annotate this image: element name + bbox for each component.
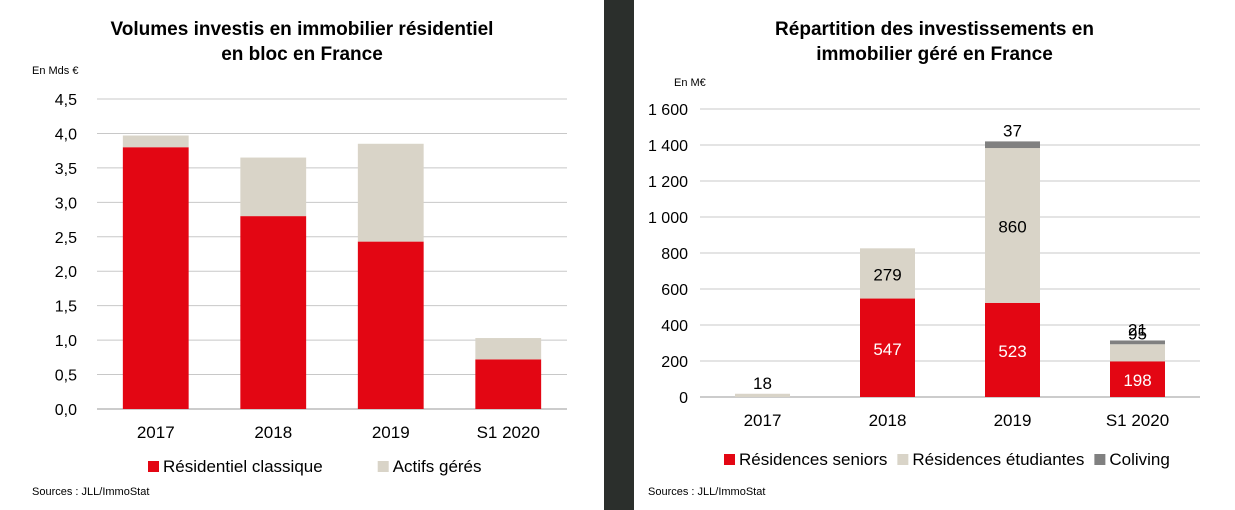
bar-segment [122,135,189,148]
bar-segment [860,298,915,397]
data-label: 279 [873,265,901,284]
y-tick-label: 3,5 [55,161,77,178]
y-tick-label: 1,0 [55,333,77,350]
bar-segment [475,338,542,360]
bar-segment [240,157,307,217]
y-tick-label: 2,5 [55,230,77,247]
x-tick-label: S1 2020 [1106,411,1169,430]
bar-segment [1110,344,1165,362]
y-tick-label: 200 [661,354,688,371]
y-tick-label: 1 000 [648,210,688,227]
y-unit-label: En M€ [674,77,706,89]
x-tick-label: 2019 [372,423,410,442]
bar-segment [357,143,424,242]
x-tick-label: S1 2020 [477,423,540,442]
y-tick-label: 0 [679,390,688,407]
y-tick-label: 600 [661,282,688,299]
y-tick-label: 4,5 [55,92,77,109]
chart-panel-repartition: Répartition des investissements en immob… [634,0,1235,510]
y-tick-label: 2,0 [55,264,77,281]
data-label: 18 [753,374,772,393]
chart-repartition: 0 200 400 600 800 1 000 1 200 1 400 1 600 18 2017 5… [648,102,1200,469]
chart-title: Volumes investis en immobilier résidenti… [110,19,494,65]
bar-segment [985,141,1040,149]
data-label: 547 [873,340,901,359]
x-tick-label: 2017 [744,411,782,430]
bar-segment [1110,340,1165,345]
bar-segment [985,148,1040,303]
data-label: 198 [1123,371,1151,390]
data-label: 860 [998,217,1026,236]
y-unit-label: En Mds € [32,65,79,77]
legend-swatch [724,454,735,465]
legend-label: Coliving [1109,450,1169,469]
data-label: 523 [998,342,1026,361]
legend-label: Résidences seniors [739,450,887,469]
y-tick-label: 0,5 [55,368,77,385]
bar-segment [735,393,790,397]
bar-segment [860,248,915,299]
y-tick-label: 3,0 [55,195,77,212]
chart-title: Répartition des investissements en immob… [775,19,1094,65]
legend-swatch [897,454,909,465]
legend-label: Résidences étudiantes [912,450,1084,469]
y-tick-label: 1,5 [55,299,77,316]
data-label: 21 [1128,320,1147,339]
y-tick-label: 800 [661,246,688,263]
bar-segment [357,241,424,409]
legend-swatch [148,461,159,472]
chart-panel-volumes: Volumes investis en immobilier résidenti… [0,0,604,510]
x-tick-label: 2017 [137,423,175,442]
y-tick-label: 4,0 [55,126,77,143]
y-tick-label: 400 [661,318,688,335]
bar-segment [985,302,1040,397]
y-tick-label: 1 400 [648,138,688,155]
legend-swatch [377,461,389,472]
y-tick-label: 0,0 [55,402,77,419]
chart-source: Sources : JLL/ImmoStat [648,486,766,498]
x-tick-label: 2019 [994,411,1032,430]
bar-segment [1110,361,1165,397]
data-label: 95 [1128,324,1147,343]
data-label: 37 [1003,121,1022,140]
chart-source: Sources : JLL/ImmoStat [32,486,150,498]
bar-segment [240,216,307,409]
legend-label: Actifs gérés [393,457,482,476]
chart-volumes: 0,0 0,5 1,0 1,5 2,0 2,5 3,0 3,5 4,0 4,5 2017 2018 20… [55,92,567,476]
x-tick-label: 2018 [869,411,907,430]
bar-segment [122,147,189,409]
y-tick-label: 1 600 [648,102,688,119]
x-tick-label: 2018 [254,423,292,442]
legend-swatch [1094,454,1106,465]
legend-label: Résidentiel classique [163,457,323,476]
bar-segment [475,359,542,409]
y-tick-label: 1 200 [648,174,688,191]
